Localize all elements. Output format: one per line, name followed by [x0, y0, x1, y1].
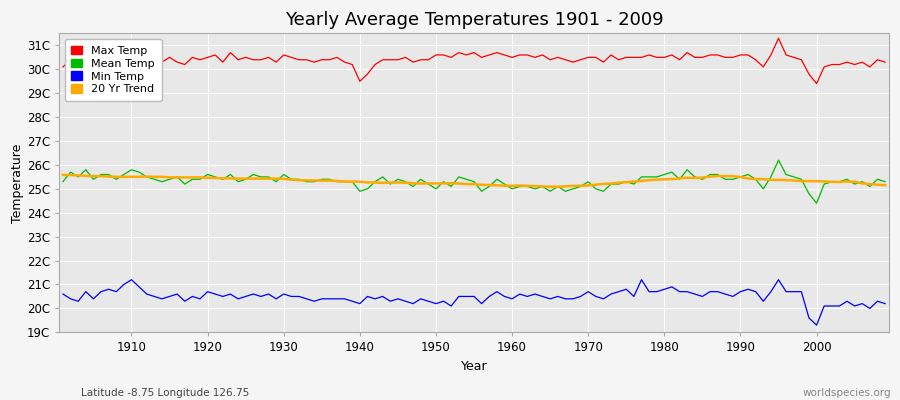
Text: worldspecies.org: worldspecies.org	[803, 388, 891, 398]
X-axis label: Year: Year	[461, 360, 487, 373]
Y-axis label: Temperature: Temperature	[11, 143, 24, 222]
Title: Yearly Average Temperatures 1901 - 2009: Yearly Average Temperatures 1901 - 2009	[284, 11, 663, 29]
Legend: Max Temp, Mean Temp, Min Temp, 20 Yr Trend: Max Temp, Mean Temp, Min Temp, 20 Yr Tre…	[65, 39, 162, 101]
Text: Latitude -8.75 Longitude 126.75: Latitude -8.75 Longitude 126.75	[81, 388, 249, 398]
